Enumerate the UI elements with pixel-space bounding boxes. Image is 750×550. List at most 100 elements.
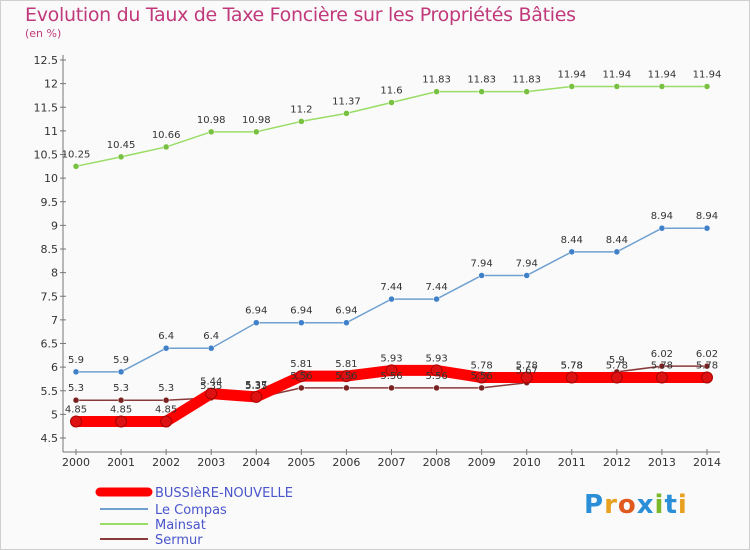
data-point [343,319,350,326]
data-label: 5.37 [245,380,267,391]
data-label: 11.37 [332,96,361,107]
data-point [701,371,713,384]
data-point [115,415,128,428]
data-label: 11.94 [648,69,677,80]
data-point [295,370,308,383]
y-tick-label: 5 [51,408,58,421]
data-point [433,88,440,95]
data-label: 5.78 [696,361,718,372]
data-point [475,371,488,384]
data-point [478,272,485,279]
data-point [250,390,263,403]
data-point [205,387,218,400]
y-tick-label: 8 [51,267,58,280]
data-label: 5.44 [200,377,222,388]
data-point [162,143,170,151]
data-label: 5.81 [335,359,357,370]
data-label: 8.94 [696,211,718,222]
x-tick-label: 2014 [693,456,721,469]
data-label: 5.78 [651,361,673,372]
data-label: 11.94 [603,69,632,80]
data-label: 5.3 [158,383,174,394]
data-label: 5.9 [68,355,84,366]
logo-letter: t [664,490,678,520]
data-point [613,83,621,90]
data-label: 11.2 [290,104,312,115]
data-point [117,368,125,376]
data-point [385,364,398,377]
data-point [298,319,305,326]
y-tick-label: 10 [44,172,58,185]
legend-label: BUSSIèRE-NOUVELLE [155,486,293,501]
data-label: 6.4 [158,331,174,342]
data-point [478,384,485,392]
data-label: 5.56 [335,371,357,382]
data-point [298,118,305,125]
data-point [343,110,350,117]
data-point [433,295,440,303]
x-tick-label: 2012 [603,456,631,469]
y-tick-label: 6 [51,361,58,374]
data-point [478,88,485,95]
proxiti-logo: Proxiti [584,490,688,520]
legend-label: Le Compas [155,503,227,518]
data-point [162,396,170,404]
x-tick-label: 2009 [468,456,496,469]
legend-label: Sermur [155,533,203,548]
data-point [655,371,668,384]
y-tick-label: 5.5 [41,385,59,398]
data-point [523,88,530,95]
data-point [162,344,170,352]
data-label: 6.4 [203,331,219,342]
data-point [207,128,215,136]
y-tick-label: 7 [51,314,58,327]
data-label: 7.94 [471,258,493,269]
y-tick-label: 9.5 [41,196,59,209]
data-label: 5.3 [113,383,129,394]
x-tick-label: 2006 [332,456,360,469]
data-point [253,128,260,136]
data-point [343,384,350,392]
data-label: 5.56 [380,371,402,382]
data-point [117,153,125,161]
data-label: 11.83 [467,75,496,86]
data-point [253,319,260,326]
data-label: 5.93 [380,353,402,364]
data-label: 5.78 [606,361,628,372]
data-point [70,415,82,428]
data-label: 5.56 [425,371,447,382]
data-label: 5.35 [245,381,267,392]
data-label: 11.94 [693,69,722,80]
data-label: 10.25 [62,149,91,160]
data-label: 5.93 [425,353,447,364]
data-label: 10.66 [152,130,181,141]
logo-letter: r [604,490,618,520]
logo-letter: i [677,490,688,520]
x-tick-label: 2003 [197,456,225,469]
data-label: 10.98 [242,115,271,126]
data-label: 5.78 [561,361,583,372]
logo-letter: i [654,490,665,520]
x-tick-label: 2011 [558,456,586,469]
data-point [613,248,621,256]
x-tick-label: 2010 [513,456,541,469]
data-point [565,371,578,384]
series-line-mainsat [75,85,708,168]
data-label: 4.85 [155,404,177,415]
logo-letter: x [636,490,655,520]
y-tick-label: 11 [44,125,58,138]
y-tick-label: 6.5 [41,338,59,351]
data-label: 5.56 [290,371,312,382]
data-label: 5.9 [113,355,129,366]
data-label: 8.44 [561,235,583,246]
data-point [72,368,80,376]
y-tick-label: 12.5 [34,54,59,67]
y-tick-label: 10.5 [34,149,59,162]
legend-label: Mainsat [155,518,206,533]
data-point [703,362,711,370]
data-label: 4.85 [65,404,87,415]
data-point [658,362,666,370]
data-point [523,272,530,279]
data-label: 5.78 [471,361,493,372]
